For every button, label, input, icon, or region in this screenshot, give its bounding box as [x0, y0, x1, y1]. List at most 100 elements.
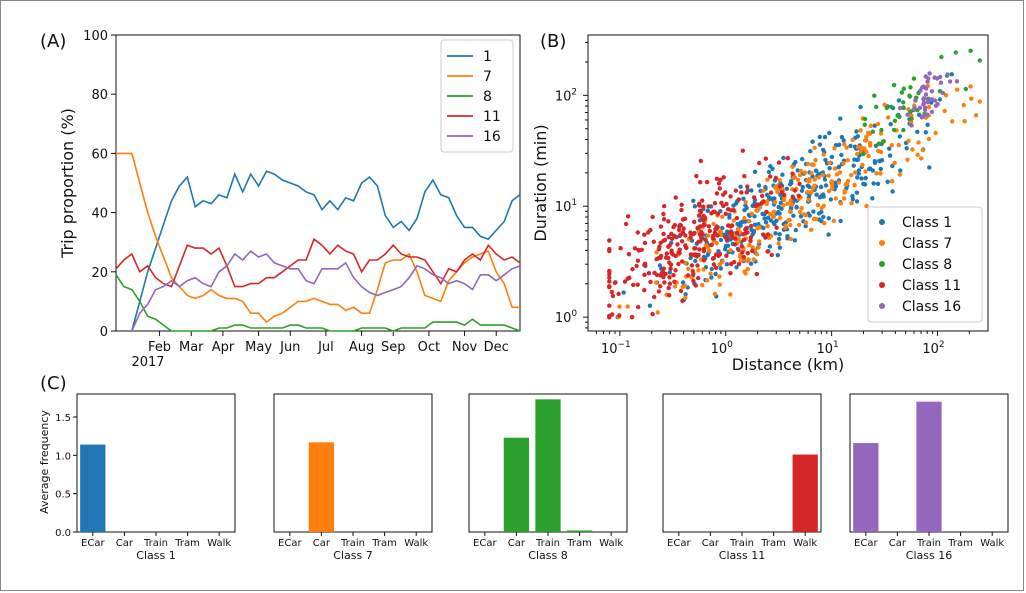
- panel-b-point: [723, 211, 728, 216]
- panel-b-point: [752, 222, 758, 227]
- panel-b-point: [728, 271, 733, 276]
- panel-b-point: [741, 254, 746, 260]
- panel-b-point: [826, 173, 831, 178]
- panel-b-point: [701, 204, 706, 209]
- panel-b-point: [622, 279, 628, 284]
- panel-a-legend-label: 11: [483, 109, 501, 125]
- panel-b-point: [741, 219, 747, 224]
- panel-b-point: [661, 217, 667, 222]
- panel-b-point: [712, 291, 718, 297]
- panel-b-point: [844, 145, 849, 150]
- panel-b-point: [839, 134, 845, 140]
- panel-c-x-tick-label: Car: [313, 538, 331, 549]
- panel-b-point: [827, 130, 832, 136]
- panel-b-point: [969, 96, 974, 101]
- panel-b-point: [746, 219, 752, 224]
- panel-b-point: [751, 257, 756, 262]
- panel-b-point: [901, 127, 906, 133]
- panel-b-point: [717, 282, 722, 287]
- panel-b-point: [922, 96, 927, 101]
- panel-b-point: [870, 196, 875, 201]
- panel-a-legend-label: 1: [483, 49, 492, 65]
- panel-b-point: [691, 271, 696, 277]
- panel-b-point: [800, 184, 805, 190]
- panel-b-point: [610, 293, 616, 299]
- panel-a-x-tick-label: Jul: [317, 340, 334, 355]
- panel-b-point: [683, 295, 688, 300]
- panel-b-point: [677, 222, 683, 228]
- panel-a-x-tick-label: Oct: [418, 340, 440, 355]
- panel-b-point: [783, 223, 788, 229]
- panel-b-point: [745, 266, 750, 272]
- panel-c-x-tick-label: ECar: [473, 538, 497, 549]
- panel-b-point: [740, 250, 745, 255]
- panel-b-legend-label: Class 8: [902, 257, 952, 273]
- panel-b-legend-box: [867, 206, 983, 323]
- panel-b-point: [854, 151, 860, 157]
- panel-b-point: [875, 121, 881, 127]
- panel-b-point: [851, 163, 856, 168]
- panel-b-point: [878, 171, 883, 176]
- panel-b-x-tick-base: 10: [922, 342, 939, 357]
- panel-b-point: [666, 219, 671, 224]
- panel-b-x-tick-exponent: 1: [833, 340, 839, 350]
- panel-b-point: [667, 281, 673, 286]
- panel-b-point: [724, 237, 729, 242]
- panel-b-point: [781, 197, 787, 203]
- panel-b-point: [666, 234, 671, 240]
- panel-b-point: [746, 257, 751, 262]
- panel-b-point: [816, 175, 821, 180]
- panel-b-point: [850, 197, 855, 202]
- panel-b-point: [862, 182, 868, 187]
- panel-b-point: [738, 223, 743, 228]
- panel-b-point: [784, 186, 789, 191]
- panel-b-point: [807, 184, 812, 190]
- panel-b-point: [727, 212, 732, 218]
- panel-b-point: [790, 164, 795, 169]
- panel-b-point: [717, 252, 723, 257]
- panel-b-point: [648, 227, 653, 233]
- panel-c-subplot-title: Class 11: [719, 549, 765, 562]
- panel-b-point: [704, 243, 709, 248]
- panel-b-point: [779, 206, 784, 211]
- panel-c-x-tick-label: Walk: [599, 538, 623, 549]
- panel-a-y-tick-label: 20: [91, 266, 108, 281]
- panel-b-point: [636, 304, 641, 310]
- panel-c-y-tick-label: 0.5: [55, 490, 71, 501]
- panel-b-point: [673, 195, 678, 200]
- panel-b-point: [829, 154, 835, 160]
- panel-b-point: [717, 229, 722, 234]
- panel-b-point: [973, 113, 979, 118]
- panel-a-series-line-7: [116, 152, 520, 324]
- panel-b-point: [734, 265, 739, 270]
- panel-b-point: [695, 225, 700, 230]
- panel-a-y-axis-title: Trip proportion (%): [58, 108, 77, 259]
- panel-b-point: [822, 177, 828, 182]
- panel-b-point: [679, 202, 684, 207]
- panel-b-point: [817, 195, 823, 200]
- panel-c-x-tick-label: Train: [535, 538, 560, 549]
- panel-b-y-tick-base: 10: [555, 89, 572, 104]
- panel-c-bar: [916, 401, 942, 532]
- panel-b-point: [739, 244, 744, 249]
- panel-c-bar: [853, 443, 879, 532]
- panel-b-point: [926, 104, 932, 110]
- panel-b-point: [743, 200, 748, 205]
- panel-b-label: (B): [540, 31, 566, 52]
- panel-a-y-tick-label: 40: [91, 207, 108, 222]
- panel-b-point: [692, 204, 698, 209]
- panel-b-point: [897, 134, 902, 139]
- panel-a-series-line-8: [115, 274, 521, 332]
- panel-a-legend-label: 8: [483, 89, 492, 105]
- panel-a-x-tick-label: Feb: [148, 340, 171, 355]
- panel-b-point: [650, 214, 655, 220]
- panel-b-point: [672, 284, 678, 289]
- panel-b-y-tick-base: 10: [555, 200, 572, 215]
- panel-b-point: [787, 209, 793, 214]
- panel-b-point: [635, 258, 641, 263]
- panel-a-series-line-11: [115, 237, 521, 288]
- panel-b-point: [768, 164, 773, 169]
- panel-b-point: [741, 237, 747, 242]
- panel-b-point: [908, 109, 913, 115]
